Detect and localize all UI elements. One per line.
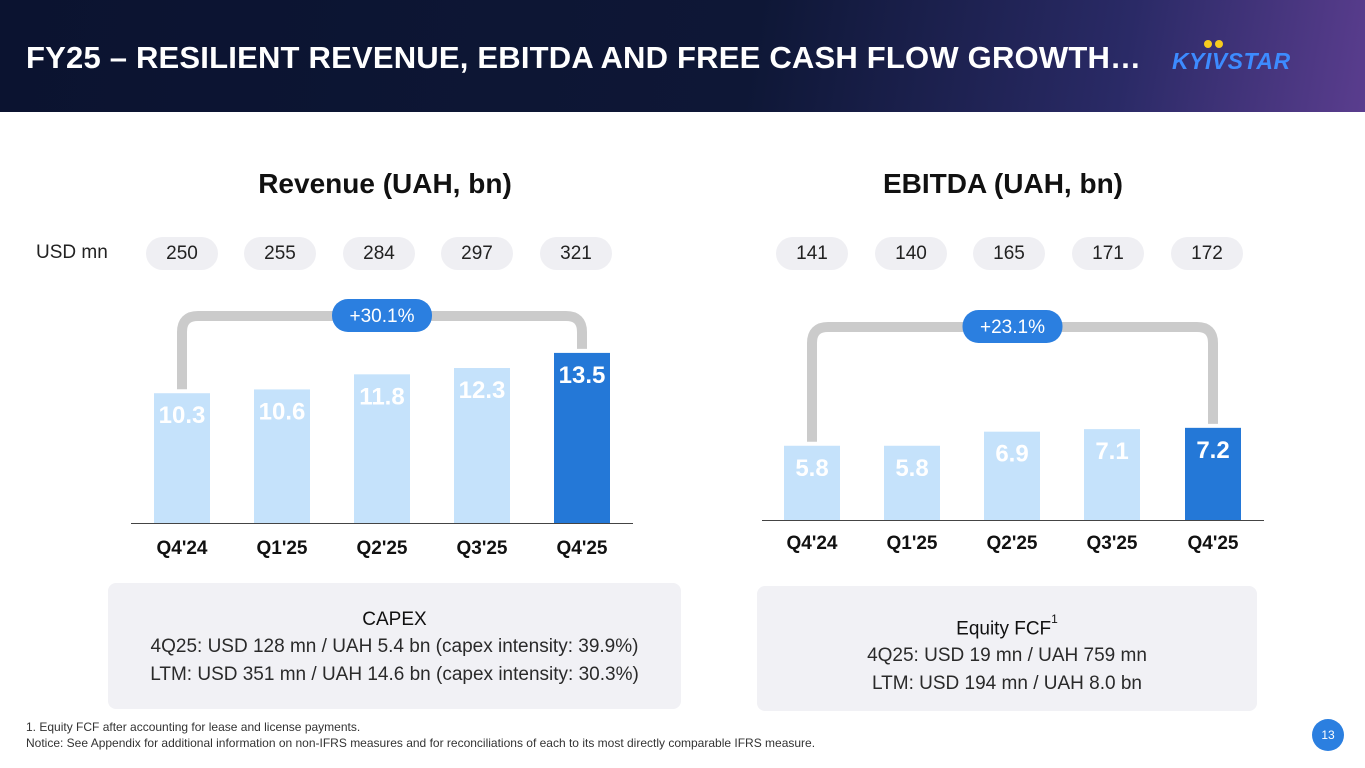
revenue-tick-label: Q4'25 [557, 538, 608, 559]
ebitda-value-label: 7.2 [1196, 437, 1229, 464]
usd-mn-label: USD mn [36, 242, 108, 263]
ebitda-usd-pill: 172 [1171, 237, 1243, 270]
footnotes: 1. Equity FCF after accounting for lease… [26, 719, 815, 751]
revenue-chart-title: Revenue (UAH, bn) [258, 168, 512, 199]
revenue-value-label: 10.3 [159, 402, 206, 429]
ebitda-tick-label: Q2'25 [987, 533, 1038, 554]
revenue-growth-label: +30.1% [350, 306, 415, 327]
fcf-line-4q25: 4Q25: USD 19 mn / UAH 759 mn [867, 645, 1147, 667]
equity-fcf-box: Equity FCF1 4Q25: USD 19 mn / UAH 759 mn… [757, 586, 1257, 711]
capex-title: CAPEX [362, 609, 427, 630]
revenue-bar [454, 368, 510, 523]
revenue-usd-pill: 255 [244, 237, 316, 270]
capex-box: CAPEX 4Q25: USD 128 mn / UAH 5.4 bn (cap… [108, 583, 681, 709]
revenue-growth-badge-bg [332, 299, 432, 332]
ebitda-value-label: 6.9 [995, 441, 1028, 468]
revenue-tick-label: Q1'25 [257, 538, 308, 559]
revenue-bar [354, 374, 410, 523]
ebitda-growth-badge: +23.1% [962, 310, 1063, 343]
revenue-usd-pill: 284 [343, 237, 415, 270]
revenue-usd-pill: 321 [540, 237, 612, 270]
page-title: FY25 – RESILIENT REVENUE, EBITDA AND FRE… [26, 40, 1142, 75]
ebitda-bar [884, 445, 940, 520]
revenue-value-label: 11.8 [359, 383, 404, 410]
equity-fcf-title: Equity FCF [956, 618, 1052, 640]
ebitda-usd-pill: 171 [1072, 237, 1144, 270]
ebitda-bar [1185, 427, 1241, 520]
capex-line-ltm: LTM: USD 351 mn / UAH 14.6 bn (capex int… [150, 664, 639, 685]
fcf-line-ltm: LTM: USD 194 mn / UAH 8.0 bn [872, 673, 1142, 695]
footnote-1: 1. Equity FCF after accounting for lease… [26, 720, 361, 734]
bar-charts: +30.1% 10.3 Q4'24 10.6 Q1'25 11.8 Q2'25 12.3 Q3'… [131, 299, 1264, 559]
logo-dot-icon [1204, 40, 1212, 48]
revenue-usd-pill: 297 [441, 237, 513, 270]
ebitda-chart-title: EBITDA (UAH, bn) [882, 168, 1124, 199]
logo-text: KYIVSTAR [1172, 48, 1291, 74]
revenue-bar [254, 389, 310, 523]
ebitda-tick-label: Q1'25 [887, 533, 938, 554]
ebitda-value-label: 7.1 [1095, 438, 1128, 465]
footnote-notice: Notice: See Appendix for additional info… [26, 736, 816, 750]
equity-fcf-heading: Equity FCF1 [757, 610, 1257, 642]
revenue-value-label: 12.3 [459, 377, 506, 404]
logo-dot-icon [1215, 40, 1223, 48]
revenue-value-label: 13.5 [559, 362, 606, 389]
ebitda-bar [1084, 429, 1140, 520]
header-bar: FY25 – RESILIENT REVENUE, EBITDA AND FRE… [0, 0, 1365, 112]
ebitda-tick-label: Q4'24 [787, 533, 838, 554]
ebitda-usd-pill: 140 [875, 237, 947, 270]
ebitda-growth-bracket [807, 322, 1218, 442]
capex-line-4q25: 4Q25: USD 128 mn / UAH 5.4 bn (capex int… [150, 636, 639, 657]
revenue-bar [154, 393, 210, 523]
ebitda-tick-label: Q3'25 [1087, 533, 1138, 554]
ebitda-value-label: 5.8 [795, 455, 828, 482]
ebitda-tick-label: Q4'25 [1188, 533, 1239, 554]
footnote-ref: 1 [1051, 612, 1058, 626]
revenue-tick-label: Q4'24 [157, 538, 208, 559]
revenue-tick-label: Q3'25 [457, 538, 508, 559]
page-number: 13 [1312, 719, 1344, 751]
revenue-bar [554, 352, 610, 523]
ebitda-growth-badge-bg [962, 310, 1063, 343]
ebitda-value-label: 5.8 [895, 455, 928, 482]
revenue-tick-label: Q2'25 [357, 538, 408, 559]
revenue-usd-pill: 250 [146, 237, 218, 270]
revenue-growth-badge: +30.1% [332, 299, 432, 332]
kyivstar-logo: KYIVSTAR [1172, 38, 1307, 78]
ebitda-bar [784, 445, 840, 520]
ebitda-bar [984, 431, 1040, 520]
revenue-value-label: 10.6 [259, 398, 306, 425]
ebitda-usd-pill: 165 [973, 237, 1045, 270]
ebitda-usd-pill: 141 [776, 237, 848, 270]
ebitda-growth-label: +23.1% [980, 317, 1045, 338]
